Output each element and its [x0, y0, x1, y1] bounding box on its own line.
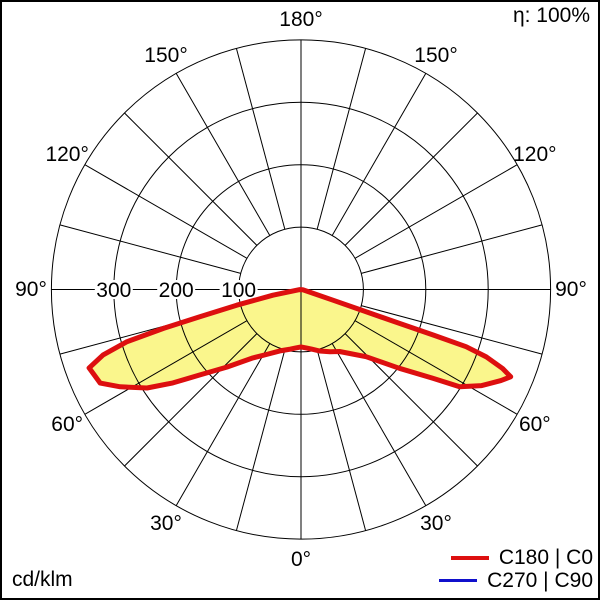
legend-item: C270 | C90: [439, 569, 593, 592]
grid-radial-line: [59, 224, 241, 274]
ring-value-label: 100: [221, 279, 256, 302]
angle-label: 180°: [279, 8, 322, 31]
grid-radial-line: [316, 48, 367, 230]
legend-label-c270-c90: C270 | C90: [487, 568, 593, 592]
grid-radial-line: [331, 73, 427, 236]
angle-label: 90°: [15, 278, 47, 301]
legend-item: C180 | C0: [439, 546, 593, 569]
angle-label: 30°: [150, 512, 182, 535]
distribution-outline: [86, 287, 514, 391]
distribution-fill: [89, 289, 511, 388]
ring-label-chip: [219, 280, 258, 299]
legend: C180 | C0 C270 | C90: [439, 546, 593, 592]
angle-label: 120°: [513, 143, 556, 166]
angle-label: 120°: [45, 143, 88, 166]
grid-radial-line: [316, 349, 367, 531]
grid-radial-line: [84, 320, 248, 415]
grid-radial-line: [354, 164, 518, 259]
grid-radial-line: [124, 333, 258, 467]
grid-radial-line: [361, 305, 543, 355]
unit-label: cd/klm: [12, 568, 73, 591]
ring-label-chip: [157, 280, 196, 299]
legend-line-c270-c90-icon: [439, 579, 478, 582]
legend-label-c180-c0: C180 | C0: [498, 545, 593, 569]
legend-line-c180-c0-icon: [450, 555, 489, 560]
angle-label: 0°: [291, 548, 311, 571]
grid-radial-line: [354, 320, 518, 415]
angle-label: 150°: [144, 44, 187, 67]
angle-label: 30°: [420, 512, 452, 535]
angle-label: 60°: [51, 413, 83, 436]
grid-radial-line: [175, 343, 271, 506]
grid-radial-line: [235, 349, 286, 531]
grid-radial-line: [124, 112, 258, 246]
angle-label: 150°: [414, 44, 457, 67]
grid-radial-line: [331, 343, 427, 506]
grid-radial-line: [84, 164, 248, 259]
angle-label: 60°: [519, 413, 551, 436]
ring-value-label: 200: [159, 279, 194, 302]
grid-radial-line: [235, 48, 286, 230]
ring-label-chip: [94, 280, 133, 299]
ring-value-label: 300: [96, 279, 131, 302]
efficiency-label: η: 100%: [512, 4, 590, 27]
grid-radial-line: [344, 112, 478, 246]
grid-radial-line: [361, 224, 543, 274]
grid-radial-line: [175, 73, 271, 236]
angle-label: 90°: [555, 278, 587, 301]
